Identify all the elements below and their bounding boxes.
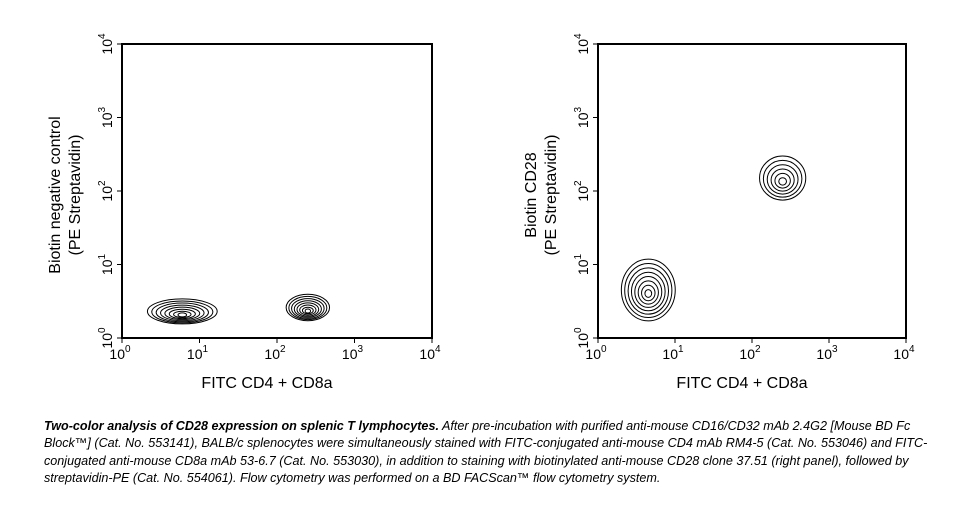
x-axis-label: FITC CD4 + CD8a <box>676 375 807 392</box>
plot-frame <box>121 43 433 339</box>
x-tick-label: 104 <box>419 344 441 362</box>
x-tick-label: 103 <box>342 344 364 362</box>
caption-body: After pre-incubation with purified anti-… <box>44 419 928 485</box>
contour-population-1-level-3 <box>627 267 670 315</box>
caption-lead: Two-color analysis of CD28 expression on… <box>44 419 439 433</box>
y-tick-label: 100 <box>97 327 115 349</box>
y-axis-label-line-2: (PE Streptavidin) <box>543 135 560 256</box>
contour-population-1-level-5 <box>164 306 201 321</box>
x-tick-label: 102 <box>264 344 286 362</box>
y-tick-label: 100 <box>573 327 591 349</box>
contour-population-2-level-7 <box>301 306 314 315</box>
x-tick-label: 100 <box>109 344 131 362</box>
y-tick-label: 104 <box>97 33 115 55</box>
y-tick-label: 103 <box>573 106 591 128</box>
x-tick-label: 103 <box>816 344 838 362</box>
contour-population-2-level-2 <box>288 295 328 321</box>
y-tick-label: 104 <box>573 33 591 55</box>
contour-population-2-level-8 <box>304 308 312 314</box>
contour-population-1-level-3 <box>155 302 209 323</box>
contour-population-2-level-5 <box>296 302 320 317</box>
contour-population-2-level-1 <box>759 155 807 201</box>
left-contour-plot: 100 101 102 103 104 100 101 102 103 104 FITC CD4 +… <box>47 33 441 392</box>
contour-population-1-level-1 <box>620 258 676 322</box>
contour-population-2-level-4 <box>293 300 322 318</box>
contour-lines <box>146 293 331 325</box>
contour-population-1-level-8 <box>644 289 653 298</box>
contour-population-1-level-2 <box>624 262 673 319</box>
y-tick-label: 102 <box>97 180 115 202</box>
contour-population-2-level-4 <box>770 168 795 192</box>
contour-population-2-level-3 <box>291 298 325 319</box>
x-tick-label: 100 <box>585 344 607 362</box>
contour-population-1-level-5 <box>634 276 663 308</box>
x-tick-label: 101 <box>662 344 684 362</box>
contour-population-1-level-4 <box>630 271 666 312</box>
contour-population-1-level-6 <box>168 308 196 320</box>
y-axis-label-line-1: Biotin negative control <box>47 116 64 273</box>
contour-population-2-level-6 <box>778 177 787 186</box>
plot-frame <box>597 43 907 339</box>
contour-population-2-level-6 <box>299 304 317 316</box>
x-tick-label: 104 <box>893 344 915 362</box>
contour-population-2-level-5 <box>774 172 791 189</box>
contour-population-1-level-7 <box>173 310 192 319</box>
contour-lines <box>620 155 807 322</box>
contour-population-1-level-4 <box>160 304 205 322</box>
contour-population-1-level-2 <box>151 300 214 324</box>
y-tick-label: 101 <box>573 253 591 275</box>
y-tick-label: 101 <box>97 253 115 275</box>
contour-population-1-level-7 <box>641 284 656 302</box>
figure-caption: Two-color analysis of CD28 expression on… <box>44 418 934 487</box>
contour-population-2-level-2 <box>762 159 803 198</box>
right-contour-plot: 100 101 102 103 104 100 101 102 103 104 FITC CD4 +… <box>523 33 915 392</box>
x-axis-label: FITC CD4 + CD8a <box>201 375 332 392</box>
contour-population-1-level-6 <box>637 280 659 305</box>
x-tick-label: 101 <box>187 344 209 362</box>
y-tick-label: 102 <box>573 180 591 202</box>
contour-population-2-level-3 <box>766 164 799 195</box>
y-axis-label-line-2: (PE Streptavidin) <box>67 135 84 256</box>
contour-population-1-level-8 <box>177 312 188 318</box>
y-tick-label: 103 <box>97 106 115 128</box>
x-tick-label: 102 <box>739 344 761 362</box>
y-axis-label-line-1: Biotin CD28 <box>523 152 540 237</box>
contour-population-2-level-1 <box>285 293 331 322</box>
contour-population-1-level-1 <box>146 298 218 325</box>
contour-plots-figure: 100 101 102 103 104 100 101 102 103 104 FITC CD4 +… <box>47 33 915 392</box>
